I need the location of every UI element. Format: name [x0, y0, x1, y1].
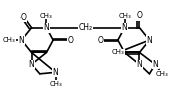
Text: CH₃: CH₃	[118, 13, 131, 19]
Text: N: N	[147, 36, 152, 45]
Text: O: O	[68, 36, 74, 45]
Text: CH₂: CH₂	[78, 23, 93, 32]
Text: N: N	[137, 60, 142, 69]
Text: N: N	[44, 23, 49, 32]
Text: CH₃: CH₃	[3, 37, 16, 43]
Text: O: O	[136, 11, 142, 20]
Text: N: N	[19, 36, 24, 45]
Text: CH₃: CH₃	[155, 71, 168, 77]
Text: N: N	[122, 23, 127, 32]
Text: O: O	[97, 36, 103, 45]
Text: N: N	[152, 60, 158, 69]
Text: CH₃: CH₃	[40, 13, 53, 19]
Text: O: O	[21, 13, 27, 22]
Text: CH₃: CH₃	[111, 49, 124, 55]
Text: CH₃: CH₃	[49, 81, 62, 87]
Text: N: N	[29, 60, 34, 69]
Text: N: N	[53, 68, 58, 77]
